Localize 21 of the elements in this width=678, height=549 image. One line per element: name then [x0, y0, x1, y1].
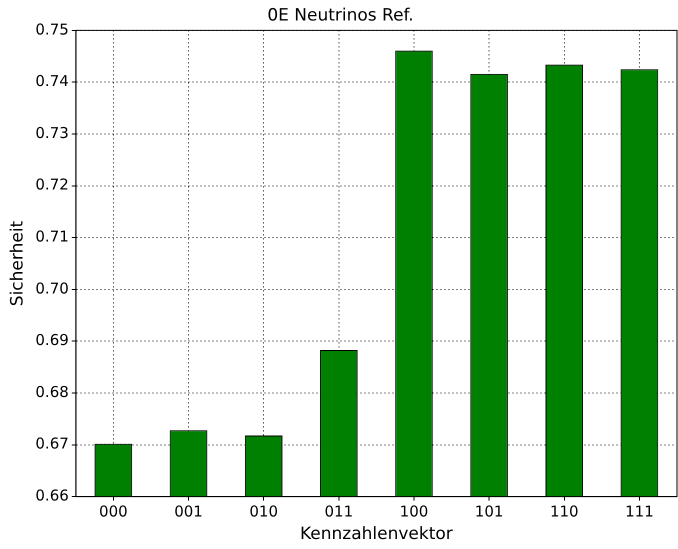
y-tick-label: 0.68: [35, 382, 69, 401]
x-tick-label: 110: [550, 502, 579, 520]
y-axis-title: Sicherheit: [8, 220, 28, 306]
y-tick-label: 0.72: [35, 176, 69, 194]
x-axis-title: Kennzahlenvektor: [300, 524, 453, 544]
y-tick-label: 0.66: [35, 486, 69, 504]
x-tick-label: 010: [249, 502, 278, 520]
y-tick-label: 0.74: [35, 72, 69, 90]
y-tick-label: 0.69: [35, 331, 69, 350]
x-tick-label: 101: [474, 502, 504, 520]
chart-title: 0E Neutrinos Ref.: [267, 6, 414, 26]
x-tick-label: 100: [400, 502, 428, 520]
y-tick-label: 0.75: [35, 20, 69, 38]
x-tick-label: 001: [174, 502, 203, 520]
y-tick-label: 0.67: [35, 434, 69, 453]
x-tick-label: 000: [99, 502, 128, 520]
y-tick-label: 0.73: [35, 124, 69, 142]
y-tick-label: 0.70: [35, 279, 69, 298]
x-tick-label: 111: [625, 502, 654, 520]
y-tick-label: 0.71: [35, 227, 69, 246]
x-tick-label: 011: [324, 502, 354, 520]
